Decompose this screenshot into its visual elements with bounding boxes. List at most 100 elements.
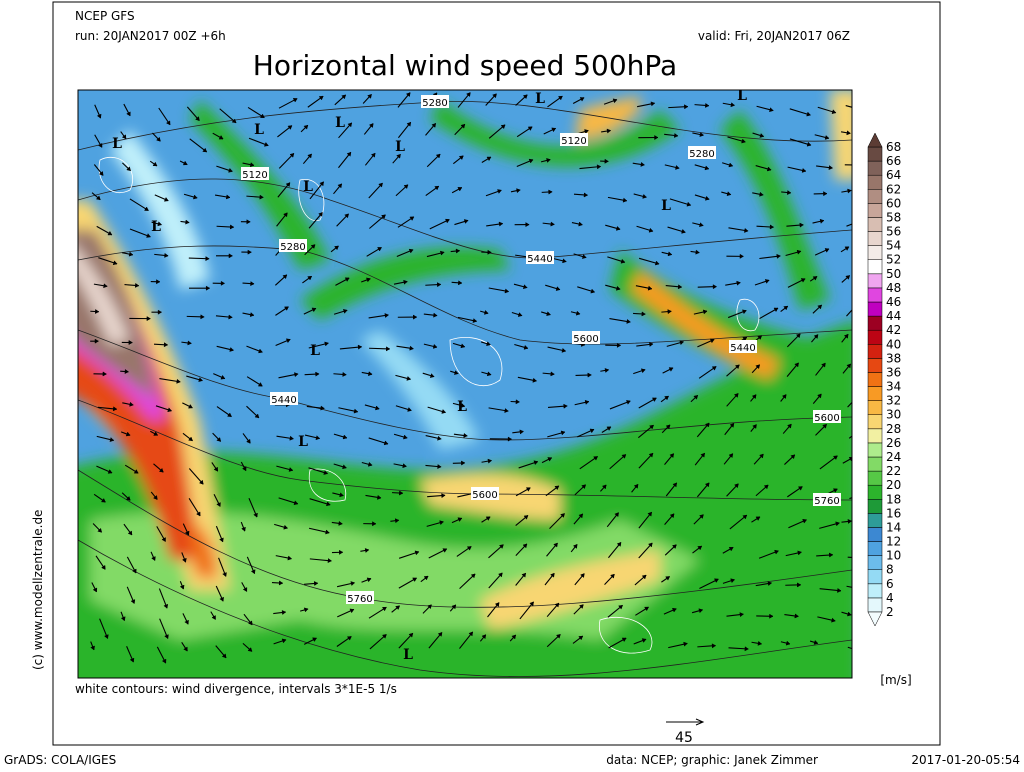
low-marker: L [335,115,345,131]
colorbar-label: 36 [886,365,901,379]
colorbar-box [868,542,882,556]
colorbar-label: 50 [886,267,901,281]
colorbar-label: 26 [886,436,901,450]
low-marker: L [403,647,413,663]
colorbar-box [868,485,882,499]
contour-label: 5440 [730,343,755,354]
colorbar-box [868,175,882,189]
colorbar-label: 24 [886,450,901,464]
colorbar-box [868,203,882,217]
contour-label: 5600 [573,334,598,345]
contour-label: 5280 [689,149,714,160]
colorbar-label: 10 [886,549,901,563]
contour-label: 5440 [271,395,296,406]
divergence-note: white contours: wind divergence, interva… [75,682,397,696]
contour-label: 5760 [814,496,839,507]
colorbar-label: 60 [886,196,901,210]
colorbar-box [868,527,882,541]
low-marker: L [254,122,264,138]
colorbar-label: 52 [886,253,901,267]
colorbar-box [868,513,882,527]
low-marker: L [151,219,161,235]
colorbar-label: 18 [886,492,901,506]
low-marker: L [661,198,671,214]
colorbar-label: 16 [886,506,901,520]
colorbar-label: 4 [886,591,894,605]
valid-info: valid: Fri, 20JAN2017 06Z [698,29,850,43]
low-marker: L [457,399,467,415]
low-marker: L [303,179,313,195]
colorbar-box [868,274,882,288]
colorbar-box [868,316,882,330]
colorbar-label: 48 [886,281,901,295]
colorbar-box [868,147,882,161]
colorbar-box [868,570,882,584]
colorbar-label: 20 [886,478,901,492]
contour-label: 5440 [527,254,552,265]
colorbar-label: 34 [886,380,901,394]
colorbar-label: 62 [886,182,901,196]
colorbar-label: 68 [886,140,901,154]
colorbar-box [868,302,882,316]
colorbar-label: 32 [886,394,901,408]
colorbar-label: 28 [886,422,901,436]
colorbar-label: 14 [886,520,901,534]
colorbar-label: 58 [886,210,901,224]
colorbar-box [868,232,882,246]
low-marker: L [298,434,308,450]
colorbar-box [868,443,882,457]
title: Horizontal wind speed 500hPa [253,49,677,82]
colorbar-label: 64 [886,168,901,182]
colorbar-label: 22 [886,464,901,478]
colorbar-box [868,401,882,415]
colorbar-box [868,344,882,358]
colorbar-box [868,260,882,274]
colorbar-label: 40 [886,337,901,351]
colorbar-label: 66 [886,154,901,168]
model-name: NCEP GFS [75,9,135,23]
colorbar-label: 42 [886,323,901,337]
colorbar-label: 56 [886,225,901,239]
contour-label: 5280 [280,242,305,253]
contour-label: 5120 [242,170,267,181]
colorbar-label: 6 [886,577,894,591]
contour-label: 5120 [561,136,586,147]
colorbar-label: 54 [886,239,901,253]
contour-label: 5280 [422,98,447,109]
colorbar-box [868,330,882,344]
low-marker: L [535,91,545,107]
colorbar-box [868,471,882,485]
contour-label: 5760 [347,594,372,605]
colorbar-box [868,246,882,260]
low-marker: L [310,343,320,359]
colorbar-box [868,189,882,203]
colorbar-label: 38 [886,351,901,365]
credit-center: data: NCEP; graphic: Janek Zimmer [606,753,818,767]
run-info: run: 20JAN2017 00Z +6h [75,29,226,43]
colorbar-box [868,415,882,429]
contour-label: 5600 [472,490,497,501]
colorbar-box [868,598,882,612]
timestamp: 2017-01-20-05:54 [911,753,1020,767]
colorbar-box [868,457,882,471]
colorbar-label: 2 [886,605,894,619]
colorbar-label: 46 [886,295,901,309]
colorbar-label: 44 [886,309,901,323]
map-panel: 5280 5120 5120 5280 5280 5440 5600 5440 5440 5600… [60,88,870,700]
colorbar-box [868,499,882,513]
low-marker: L [395,139,405,155]
credit-left: GrADS: COLA/IGES [4,753,116,767]
colorbar-label: 12 [886,535,901,549]
colorbar-box [868,161,882,175]
colorbar-box [868,556,882,570]
contour-label: 5600 [814,413,839,424]
colorbar-box [868,217,882,231]
vector-scale-label: 45 [675,730,693,746]
low-marker: L [112,136,122,152]
colorbar-box [868,387,882,401]
colorbar-box [868,429,882,443]
colorbar-box [868,288,882,302]
colorbar-box [868,358,882,372]
